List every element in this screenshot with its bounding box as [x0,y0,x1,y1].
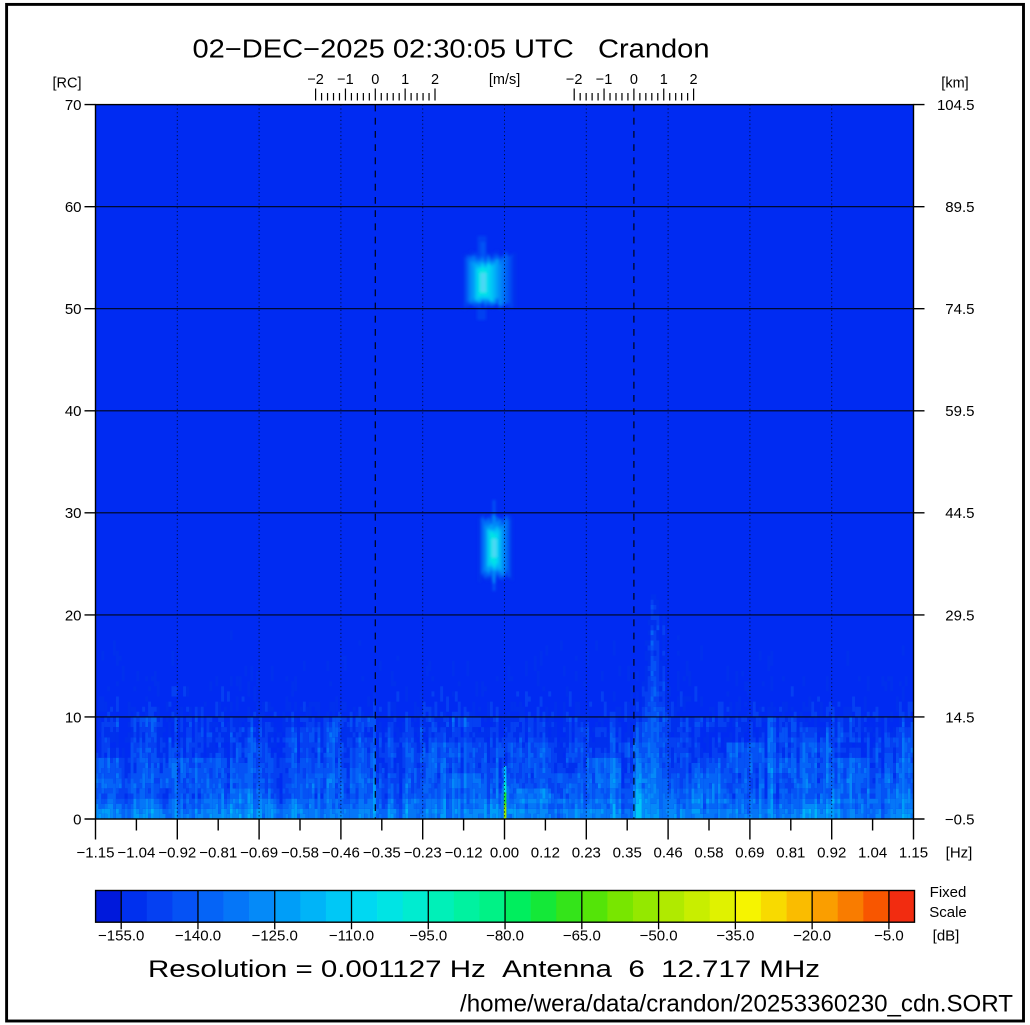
svg-text:30: 30 [65,505,82,522]
svg-text:−20.0: −20.0 [793,928,831,945]
svg-text:−0.69: −0.69 [240,845,278,862]
svg-text:70: 70 [65,97,82,114]
svg-text:50: 50 [65,301,82,318]
svg-text:0: 0 [73,811,81,828]
svg-text:0: 0 [371,72,379,88]
svg-text:Fixed: Fixed [930,884,967,901]
svg-text:−35.0: −35.0 [716,928,754,945]
svg-text:−2: −2 [307,72,324,88]
svg-text:0.35: 0.35 [613,845,642,862]
svg-text:/home/wera/data/crandon/202533: /home/wera/data/crandon/20253360230_cdn.… [460,991,1013,1018]
svg-text:−0.46: −0.46 [322,845,360,862]
svg-text:−1: −1 [337,72,354,88]
svg-text:[dB]: [dB] [933,928,960,945]
svg-text:−0.92: −0.92 [158,845,196,862]
svg-text:1: 1 [660,72,668,88]
svg-text:0.92: 0.92 [817,845,846,862]
svg-text:1.04: 1.04 [858,845,887,862]
svg-text:0.81: 0.81 [776,845,805,862]
svg-text:0.46: 0.46 [653,845,682,862]
svg-text:−0.81: −0.81 [199,845,237,862]
svg-text:−1: −1 [596,72,613,88]
svg-text:[Hz]: [Hz] [946,845,973,862]
svg-text:−5.0: −5.0 [874,928,904,945]
svg-text:44.5: 44.5 [945,505,974,522]
svg-text:2: 2 [431,72,439,88]
svg-text:[km]: [km] [941,76,968,92]
svg-text:60: 60 [65,199,82,216]
svg-text:−0.58: −0.58 [281,845,319,862]
svg-text:29.5: 29.5 [945,607,974,624]
svg-text:−50.0: −50.0 [640,928,678,945]
svg-text:−140.0: −140.0 [175,928,221,945]
svg-text:−0.23: −0.23 [404,845,442,862]
svg-text:−95.0: −95.0 [409,928,447,945]
svg-text:1: 1 [401,72,409,88]
svg-text:−0.12: −0.12 [445,845,483,862]
svg-text:104.5: 104.5 [937,97,975,114]
svg-text:14.5: 14.5 [945,709,974,726]
svg-text:−1.15: −1.15 [77,845,115,862]
svg-text:−110.0: −110.0 [329,928,374,945]
svg-text:−0.35: −0.35 [363,845,401,862]
svg-text:2: 2 [690,72,698,88]
svg-text:[RC]: [RC] [53,76,82,92]
svg-text:−80.0: −80.0 [486,928,524,945]
svg-text:[m/s]: [m/s] [489,72,520,88]
svg-text:74.5: 74.5 [945,301,974,318]
svg-text:−0.5: −0.5 [945,811,975,828]
svg-text:89.5: 89.5 [945,199,974,216]
svg-text:−2: −2 [566,72,583,88]
svg-text:0.58: 0.58 [694,845,723,862]
svg-text:0.23: 0.23 [572,845,601,862]
svg-text:Scale: Scale [929,904,967,921]
svg-text:59.5: 59.5 [945,403,974,420]
svg-text:−155.0: −155.0 [98,928,144,945]
svg-text:02−DEC−2025 02:30:05 UTC Cra: 02−DEC−2025 02:30:05 UTC Crandon [193,36,710,64]
svg-text:20: 20 [65,607,82,624]
svg-text:0.12: 0.12 [531,845,560,862]
svg-text:1.15: 1.15 [899,845,928,862]
svg-text:10: 10 [65,709,82,726]
svg-text:−1.04: −1.04 [117,845,155,862]
svg-text:Resolution = 0.001127 Hz Ante: Resolution = 0.001127 Hz Antenna 6 12.71… [148,956,820,983]
svg-text:−65.0: −65.0 [563,928,601,945]
svg-text:−125.0: −125.0 [252,928,298,945]
svg-text:0.69: 0.69 [735,845,764,862]
svg-text:0: 0 [630,72,638,88]
svg-text:40: 40 [65,403,82,420]
svg-text:0.00: 0.00 [490,845,519,862]
